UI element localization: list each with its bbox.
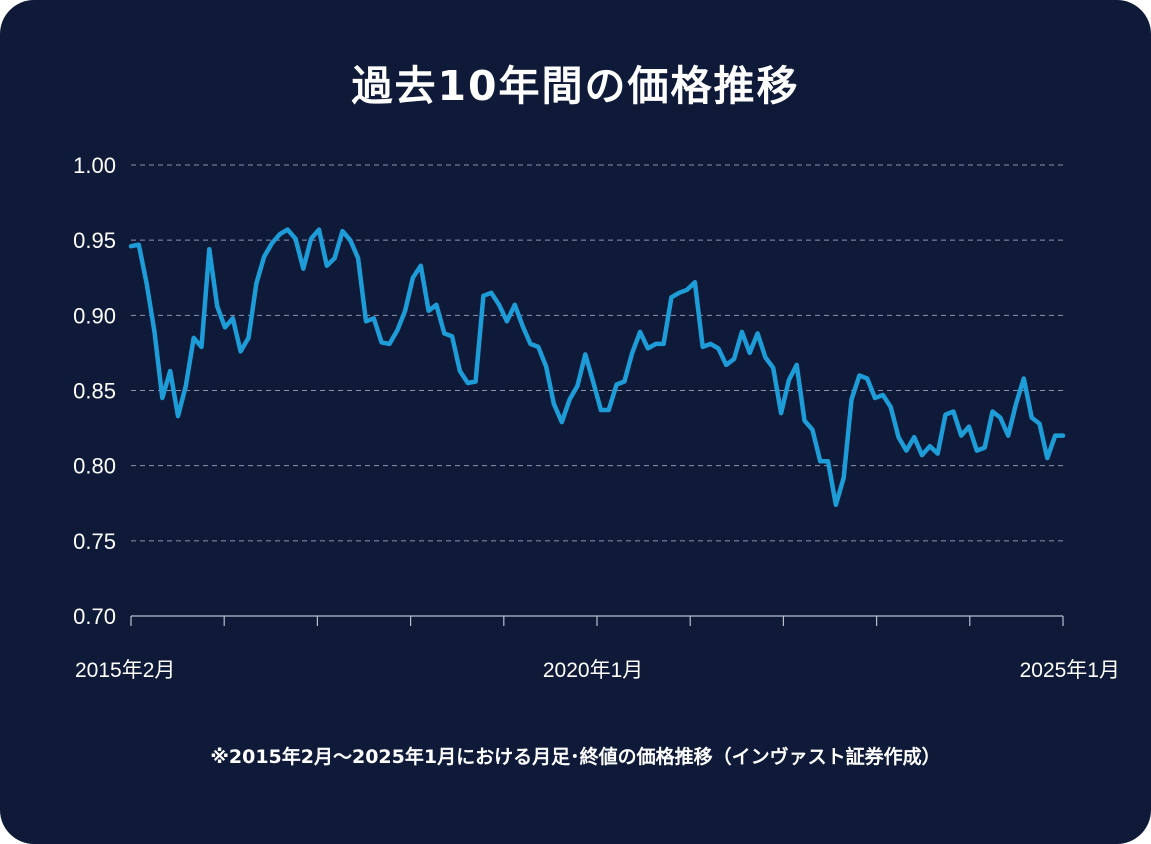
y-tick-label: 0.75 — [73, 529, 116, 554]
x-axis — [130, 615, 1064, 626]
gridlines — [131, 164, 1063, 542]
x-axis-tick-labels: 2015年2月 2020年1月 2025年1月 — [75, 659, 1120, 682]
y-tick-label: 0.90 — [73, 303, 116, 328]
chart-title: 過去10年間の価格推移 — [351, 62, 800, 110]
y-axis-tick-labels: 1.00 0.95 0.90 0.85 0.80 0.75 0.70 — [73, 153, 116, 629]
series-layer — [128, 227, 1066, 508]
price-line — [128, 227, 1066, 508]
y-tick-label: 0.95 — [73, 228, 116, 253]
x-tick-label: 2025年1月 — [1020, 659, 1120, 682]
y-tick-label: 1.00 — [73, 153, 116, 178]
footnote: ※2015年2月〜2025年1月における月足･終値の価格推移（インヴァスト証券作… — [210, 746, 941, 768]
x-tick-label: 2020年1月 — [543, 659, 643, 682]
y-tick-label: 0.70 — [73, 604, 116, 629]
x-tick-label: 2015年2月 — [75, 659, 175, 682]
y-tick-label: 0.85 — [73, 379, 116, 404]
y-tick-label: 0.80 — [73, 454, 116, 479]
